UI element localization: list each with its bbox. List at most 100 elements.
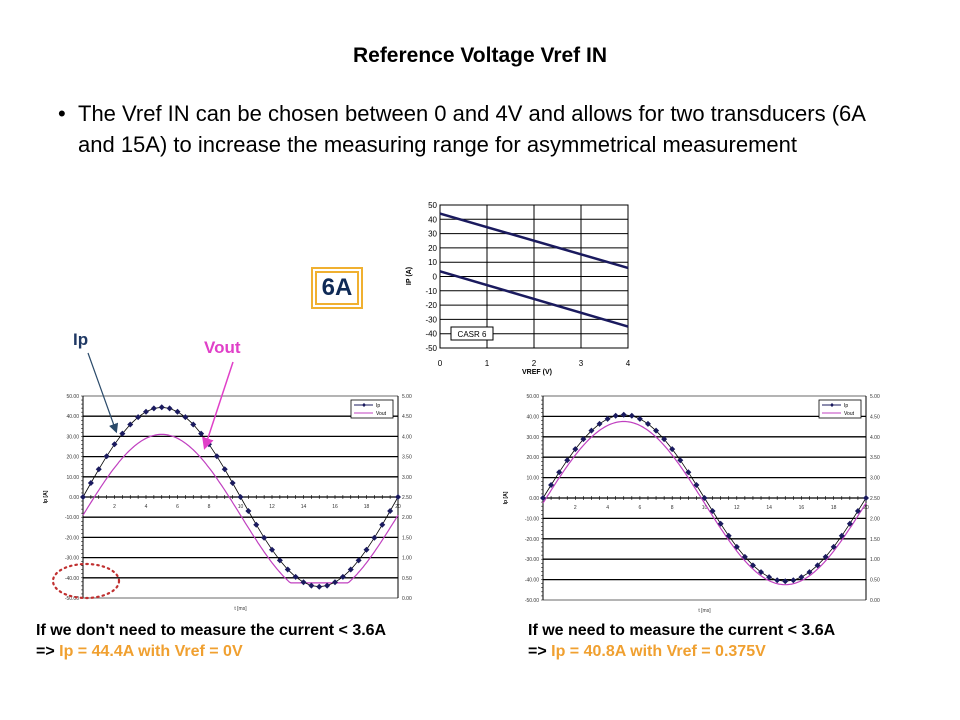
y-tick-label: -40.00 [65,576,79,582]
ip-data-point [229,479,236,486]
ip-data-point [782,578,789,585]
ip-data-point [300,579,307,586]
y2-tick-label: 5.00 [870,394,880,400]
x-tick-label: 8 [671,505,674,511]
y-tick-label: -20.00 [525,537,539,543]
ip-data-point [276,557,283,564]
x-axis-label: VREF (V) [522,369,552,376]
ip-data-point [379,521,386,528]
bullet-text: The Vref IN can be chosen between 0 and … [78,101,865,157]
y2-tick-label: 2.50 [402,495,412,501]
ip-data-point [150,405,157,412]
series-line-lower [439,270,629,328]
y2-tick-label: 0.50 [870,578,880,584]
transducer-badge: 6A [311,267,363,309]
y-tick-label: -10 [425,287,437,296]
y-tick-label: 40 [428,215,437,224]
ip-data-point [166,405,173,412]
ip-data-point [628,412,635,419]
y-tick-label: 0.00 [529,496,539,502]
ip-callout-label: Ip [73,330,89,349]
y-tick-label: 20.00 [526,455,539,461]
y-tick-label: -40 [425,330,437,339]
y-tick-label: 50.00 [526,394,539,400]
ip-data-point [190,421,197,428]
y2-tick-label: 3.00 [870,476,880,482]
ip-data-point [717,520,724,527]
ip-data-point [540,495,546,501]
vout-series-line [82,433,399,584]
y-tick-label: 10.00 [526,476,539,482]
ip-data-point [324,582,331,589]
x-axis-label: t [ms] [698,608,711,614]
y-tick-label: -30.00 [525,557,539,563]
x-tick-label: 10 [238,504,244,510]
x-tick-label: 4 [606,505,609,511]
y2-tick-label: 2.00 [402,515,412,521]
legend-ip-marker [362,403,366,407]
ip-data-point [143,408,149,415]
caption-left-prefix: => [36,643,60,660]
ip-data-point [806,569,813,576]
x-tick-label: 8 [208,504,211,510]
ip-data-point [261,534,268,541]
x-tick-label: 1 [485,359,490,368]
y-tick-label: 0 [433,273,438,282]
x-tick-label: 12 [269,504,275,510]
ip-data-point [580,436,587,443]
x-tick-label: 12 [734,505,740,511]
x-tick-label: 18 [831,505,837,511]
ip-callout-arrow [87,352,119,434]
y2-tick-label: 4.00 [402,434,412,440]
highlight-dotted-ellipse [51,562,121,600]
x-tick-label: 18 [364,504,370,510]
y-tick-label: -30 [425,315,437,324]
y-tick-label: 30.00 [66,434,79,440]
y2-tick-label: 1.00 [870,557,880,563]
ip-data-point [693,481,700,488]
ip-data-point [612,412,619,419]
ip-data-point [572,446,579,453]
y2-tick-label: 3.50 [402,455,412,461]
ip-data-point [339,573,346,580]
y2-tick-label: 4.50 [402,414,412,420]
ip-data-point [316,583,323,590]
ip-data-point [395,494,401,500]
y2-tick-label: 0.50 [402,576,412,582]
ip-data-point [221,466,228,473]
caption-right: If we need to measure the current < 3.6A… [528,620,835,662]
x-tick-label: 2 [113,504,116,510]
annotation-box [450,326,494,341]
x-tick-label: 3 [579,359,584,368]
ip-data-point [174,408,181,415]
y-tick-label: 40.00 [66,414,79,420]
legend-ip-label: Ip [376,403,380,409]
ip-data-point [814,562,821,569]
y-tick-label: -10.00 [65,515,79,521]
ip-data-point [596,420,603,427]
y2-tick-label: 1.50 [402,535,412,541]
y-tick-label: 20.00 [66,455,79,461]
y-tick-label: 50.00 [66,394,79,400]
ip-data-point [685,469,692,476]
ip-data-point [80,494,86,500]
y2-tick-label: 1.00 [402,556,412,562]
ip-data-point [387,508,394,515]
series-line-upper [439,212,629,270]
ip-data-point [604,415,611,422]
legend-box [818,399,862,419]
ip-data-point [766,574,773,581]
legend-box [350,399,394,419]
y2-tick-label: 4.50 [870,414,880,420]
ip-data-point [653,427,660,434]
y-tick-label: -50.00 [525,598,539,604]
y-axis-label: IP (A) [406,267,413,285]
ip-data-point [644,420,651,427]
ip-data-point [87,479,94,486]
ip-data-point [774,577,781,584]
ip-data-point [636,415,643,422]
x-tick-label: 4 [626,359,631,368]
x-tick-label: 0 [438,359,443,368]
x-tick-label: 6 [176,504,179,510]
